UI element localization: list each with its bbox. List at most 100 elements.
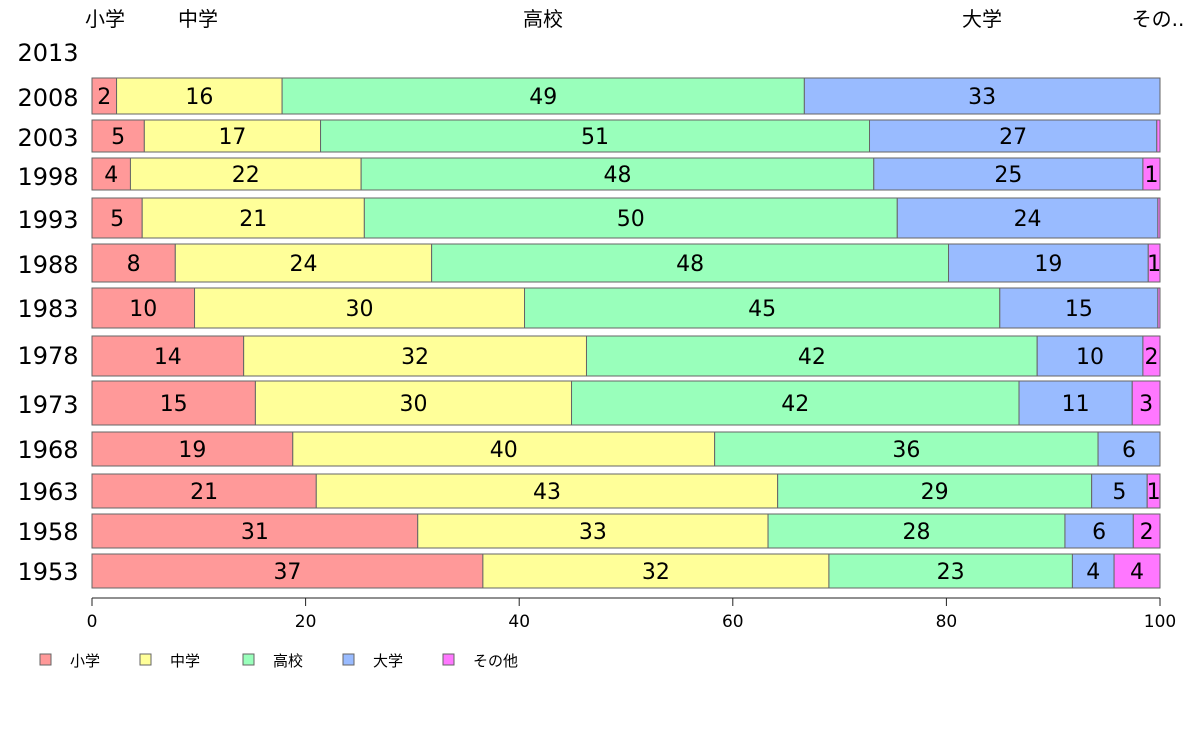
bar-segment [524,287,1001,329]
data-label: 15 [1065,297,1093,322]
year-label: 1988 [17,251,78,279]
top-label: 高校 [523,7,563,31]
top-category-labels: 小学 中学 高校 大学 その.. [85,7,1184,31]
bar-segment [91,335,245,377]
data-label: 23 [937,560,965,585]
data-label: 51 [581,125,609,150]
bar-segment [194,287,526,329]
top-label: 小学 [85,7,125,31]
data-label: 2 [1144,345,1158,370]
year-label: 2008 [17,84,78,112]
bar-segment [254,380,573,426]
year-label: 2013 [17,39,78,67]
bar-segment [315,473,779,509]
data-label: 5 [111,125,125,150]
year-label: 1998 [17,163,78,191]
legend-label: その他 [473,652,518,670]
year-label: 1983 [17,295,78,323]
top-label: その.. [1132,7,1185,31]
data-label: 42 [781,392,809,417]
bar-segment [91,157,131,191]
bar-segment [91,473,317,509]
bar-segment [803,77,1161,115]
bar-segment [141,197,365,239]
bar-segment [869,119,1158,153]
data-label: 30 [399,392,427,417]
x-tick-label: 40 [508,612,530,632]
bar-segment [91,77,118,115]
x-axis: 0 20 40 60 80 100 [87,597,1176,632]
data-label: 1 [1144,163,1158,188]
bar-segment [482,553,830,589]
bar-segment [1018,380,1133,426]
data-label: 33 [968,85,996,110]
bar-segment [1091,473,1148,509]
data-label: 21 [239,207,267,232]
data-label: 31 [241,520,269,545]
bar-segment [320,119,871,153]
bar-segment [571,380,1020,426]
year-label: 1993 [17,206,78,234]
data-label: 50 [617,207,645,232]
data-label: 10 [129,297,157,322]
bar-segment [243,335,587,377]
x-tick-label: 0 [87,612,98,632]
data-label: 19 [178,438,206,463]
data-label: 24 [289,252,317,277]
bar-segment [174,243,433,283]
data-label: 25 [994,163,1022,188]
data-label: 32 [401,345,429,370]
bar-segment [1132,513,1161,549]
bar-segment [948,243,1149,283]
data-label: 33 [579,520,607,545]
bar-segment [1071,553,1115,589]
data-label: 16 [185,85,213,110]
data-label: 36 [892,438,920,463]
data-label: 10 [1076,345,1104,370]
bar-segment [129,157,362,191]
data-label: 48 [603,163,631,188]
year-label: 1968 [17,436,78,464]
year-label: 1963 [17,478,78,506]
bar-segment [767,513,1066,549]
data-label: 14 [154,345,182,370]
data-label: 37 [273,560,301,585]
bar-segment [1146,473,1161,509]
bar-segment [1036,335,1144,377]
year-label: 1958 [17,518,78,546]
bar-segment [91,243,176,283]
bar-segment [828,553,1073,589]
bar-segment [91,119,145,153]
data-label: 40 [490,438,518,463]
legend-label: 高校 [273,652,303,670]
bar-segment [281,77,805,115]
bar-segment [91,431,294,467]
data-label: 48 [676,252,704,277]
data-label: 30 [346,297,374,322]
data-label: 2 [97,85,111,110]
data-label: 5 [1112,480,1126,505]
year-label: 1973 [17,391,78,419]
data-label: 6 [1122,438,1136,463]
legend-swatch [242,653,255,666]
legend-label: 大学 [373,652,403,670]
data-label: 27 [999,125,1027,150]
data-label: 32 [642,560,670,585]
bar-segment [1142,335,1161,377]
bar-segment [1142,157,1161,191]
data-label: 3 [1139,392,1153,417]
data-label: 45 [748,297,776,322]
bar-segment [1157,197,1161,239]
legend: 小学 中学 高校 大学 その他 [39,652,518,670]
legend-label: 小学 [70,652,100,670]
data-label: 5 [110,207,124,232]
data-label: 24 [1014,207,1042,232]
bar-segment [116,77,283,115]
x-tick-label: 100 [1144,612,1176,632]
data-label: 17 [218,125,246,150]
year-label: 1978 [17,342,78,370]
bar-segment [896,197,1159,239]
data-label: 8 [127,252,141,277]
year-labels: 2013 2008 2003 1998 1993 1988 1983 1978 1973 1968… [17,39,78,586]
